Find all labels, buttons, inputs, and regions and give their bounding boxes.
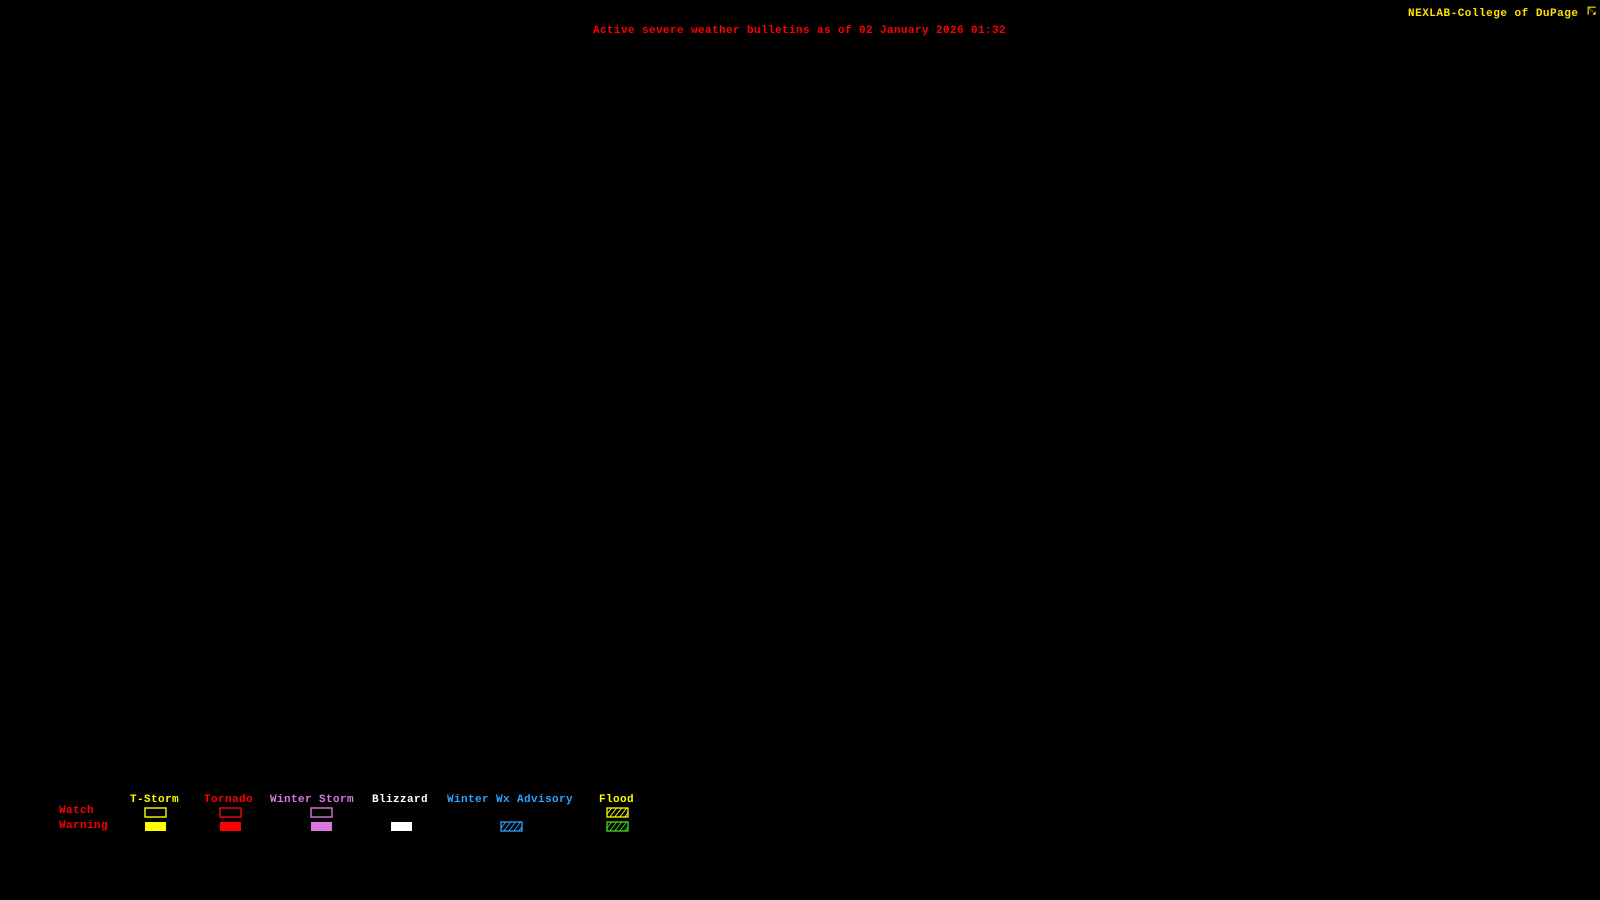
svg-text:Blizzard: Blizzard bbox=[372, 794, 428, 806]
svg-text:Tornado: Tornado bbox=[204, 794, 253, 806]
svg-text:Watch: Watch bbox=[59, 805, 94, 817]
svg-text:NEXLAB-College of DuPage: NEXLAB-College of DuPage bbox=[1408, 8, 1578, 20]
svg-text:Winter Wx Advisory: Winter Wx Advisory bbox=[447, 794, 573, 806]
svg-text:Winter Storm: Winter Storm bbox=[270, 794, 354, 806]
svg-text:Active severe weather bulletin: Active severe weather bulletins as of 02… bbox=[593, 25, 1006, 37]
svg-text:T-Storm: T-Storm bbox=[130, 794, 179, 806]
svg-text:Flood: Flood bbox=[599, 794, 634, 806]
svg-text:Warning: Warning bbox=[59, 820, 108, 832]
